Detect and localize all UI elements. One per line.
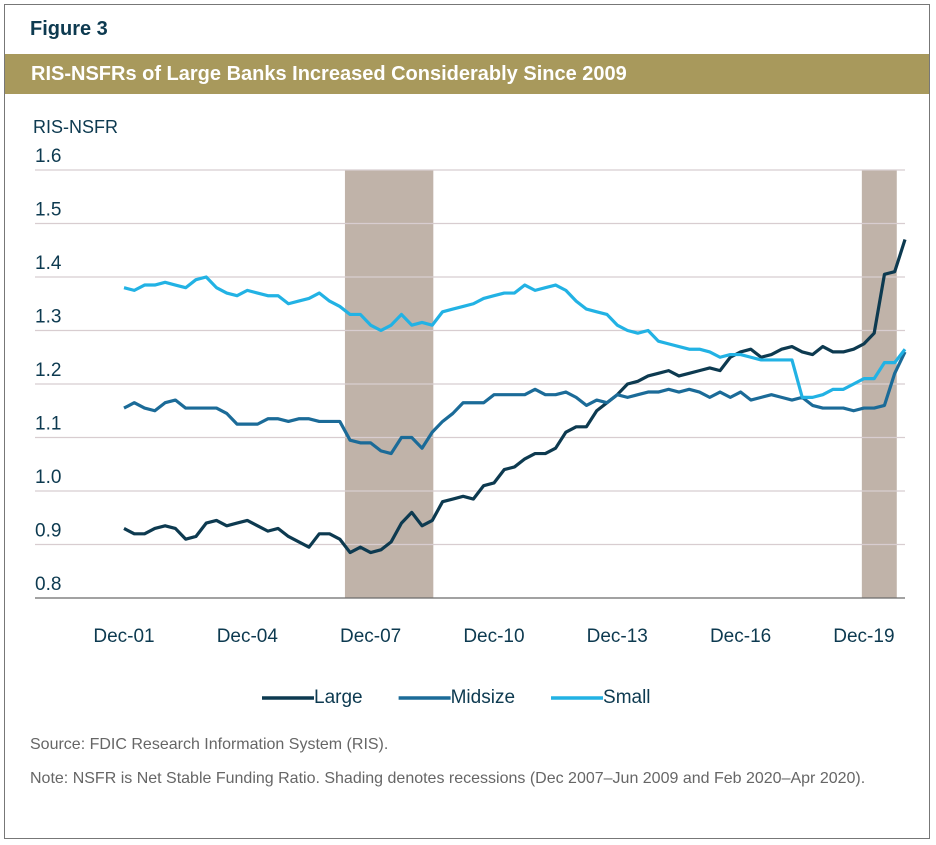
series-line — [123, 275, 907, 399]
figure-frame — [4, 4, 930, 839]
x-tick-label: Dec-04 — [217, 626, 279, 647]
legend-label: Small — [603, 687, 651, 708]
y-tick-label: 1.3 — [35, 307, 61, 328]
y-tick-label: 1.0 — [35, 467, 61, 488]
y-tick-label: 1.5 — [35, 200, 61, 221]
x-tick-label: Dec-13 — [587, 626, 648, 647]
series-line — [123, 239, 907, 555]
x-tick-label: Dec-19 — [833, 626, 894, 647]
y-tick-label: 1.2 — [35, 360, 61, 381]
legend-label: Midsize — [451, 687, 515, 708]
x-tick-label: Dec-10 — [463, 626, 524, 647]
footnote: Note: NSFR is Net Stable Funding Ratio. … — [30, 770, 866, 787]
x-tick-label: Dec-16 — [710, 626, 771, 647]
y-tick-label: 1.1 — [35, 414, 61, 435]
series-line — [123, 351, 907, 456]
y-tick-label: 1.4 — [35, 253, 62, 274]
y-tick-label: 0.8 — [35, 574, 61, 595]
y-tick-label: 0.9 — [35, 521, 61, 542]
source-note: Source: FDIC Research Information System… — [30, 736, 389, 753]
figure-label: Figure 3 — [30, 18, 108, 40]
legend-label: Large — [314, 687, 363, 708]
y-axis-label: RIS-NSFR — [33, 117, 118, 137]
x-tick-label: Dec-01 — [93, 626, 154, 647]
chart-title: RIS-NSFRs of Large Banks Increased Consi… — [5, 54, 929, 94]
x-tick-label: Dec-07 — [340, 626, 401, 647]
y-tick-label: 1.6 — [35, 146, 61, 167]
